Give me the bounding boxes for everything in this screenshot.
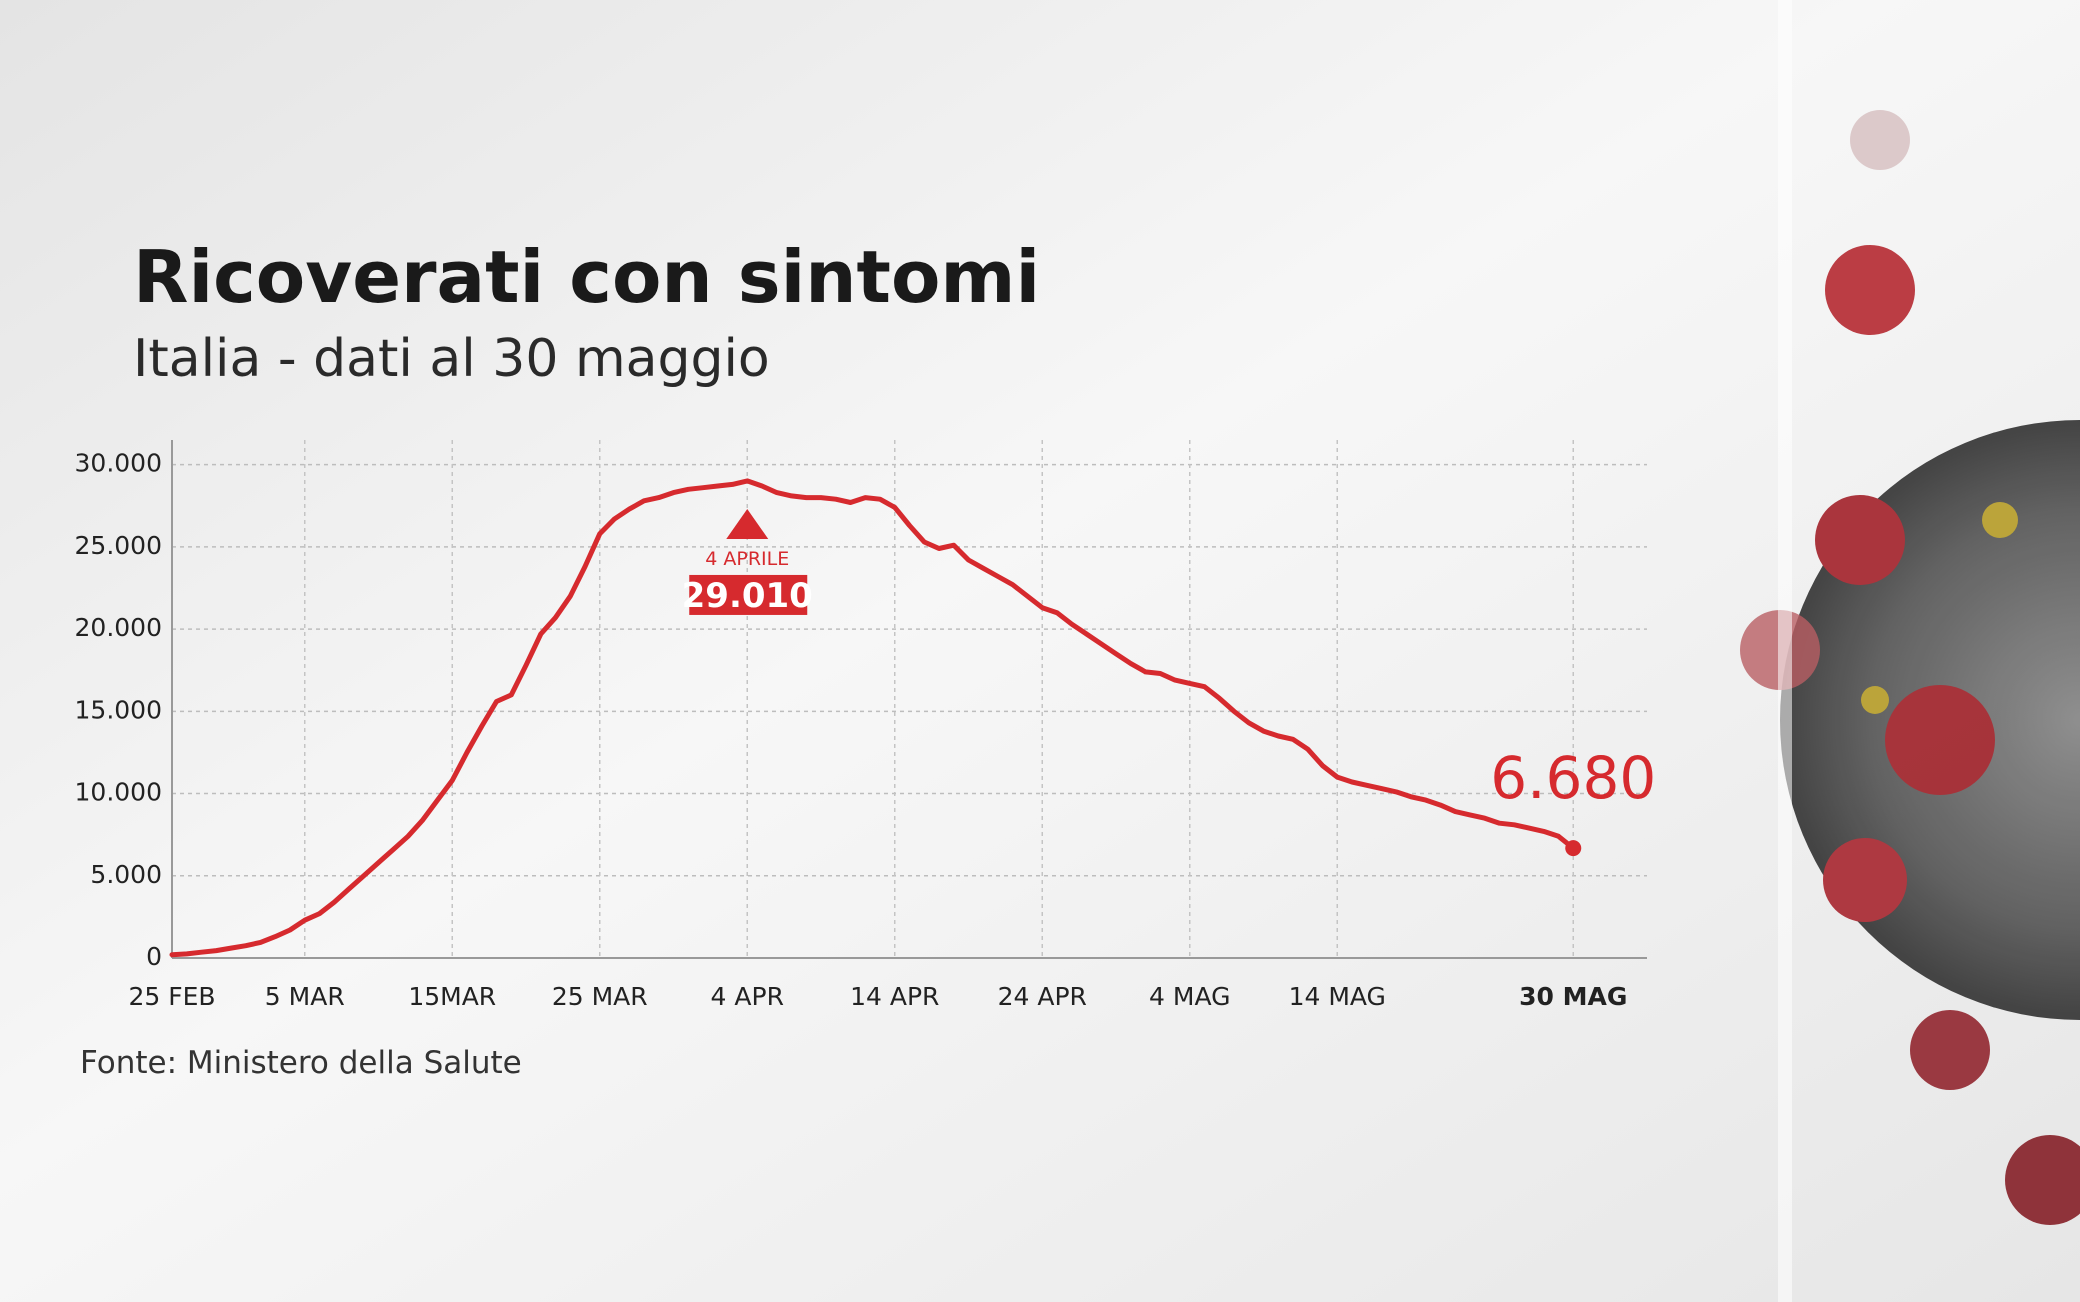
x-tick-label: 5 MAR xyxy=(265,982,345,1011)
x-tick-label: 25 FEB xyxy=(128,982,215,1011)
end-label: 6.680 xyxy=(1490,744,1656,812)
y-tick-label: 10.000 xyxy=(75,778,162,807)
annotation: 4 APRILE xyxy=(705,548,789,570)
end-point xyxy=(1565,840,1582,857)
x-tick-label: 24 APR xyxy=(998,982,1087,1011)
x-tick-label: 15MAR xyxy=(408,982,496,1011)
peak-label-box xyxy=(689,574,808,615)
x-tick-label: 14 MAG xyxy=(1289,982,1386,1011)
x-tick-label: 14 APR xyxy=(850,982,939,1011)
line xyxy=(169,478,1576,958)
y-tick-label: 15.000 xyxy=(75,695,162,724)
y-tick-label: 20.000 xyxy=(75,613,162,642)
y-tick-label: 25.000 xyxy=(75,531,162,560)
virus-decoration xyxy=(1740,110,2080,1225)
y-tick-label: 0 xyxy=(146,942,162,971)
y-tick-label: 30.000 xyxy=(75,449,162,478)
glass-bar xyxy=(1778,0,1792,1302)
source: Fonte: Ministero della Salute xyxy=(80,1045,522,1081)
y-tick-label: 5.000 xyxy=(90,860,162,889)
peak-marker xyxy=(726,508,769,539)
x-tick-label: 4 APR xyxy=(711,982,784,1011)
x-tick-label: 30 MAG xyxy=(1519,982,1627,1011)
x-tick-label: 25 MAR xyxy=(552,982,648,1011)
peak-label: 29.010 xyxy=(682,576,813,616)
chart-title: Ricoverati con sintomi xyxy=(133,235,1040,319)
chart-subtitle: Italia - dati al 30 maggio xyxy=(133,329,770,389)
x-tick-label: 4 MAG xyxy=(1149,982,1230,1011)
